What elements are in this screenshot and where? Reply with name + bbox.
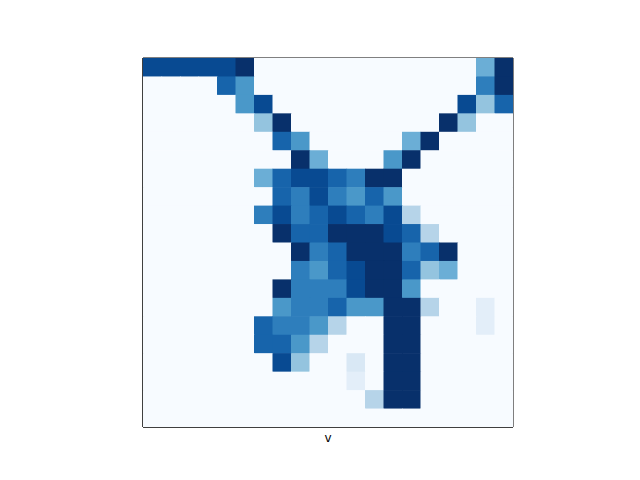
svg-text:v: v <box>324 431 331 445</box>
